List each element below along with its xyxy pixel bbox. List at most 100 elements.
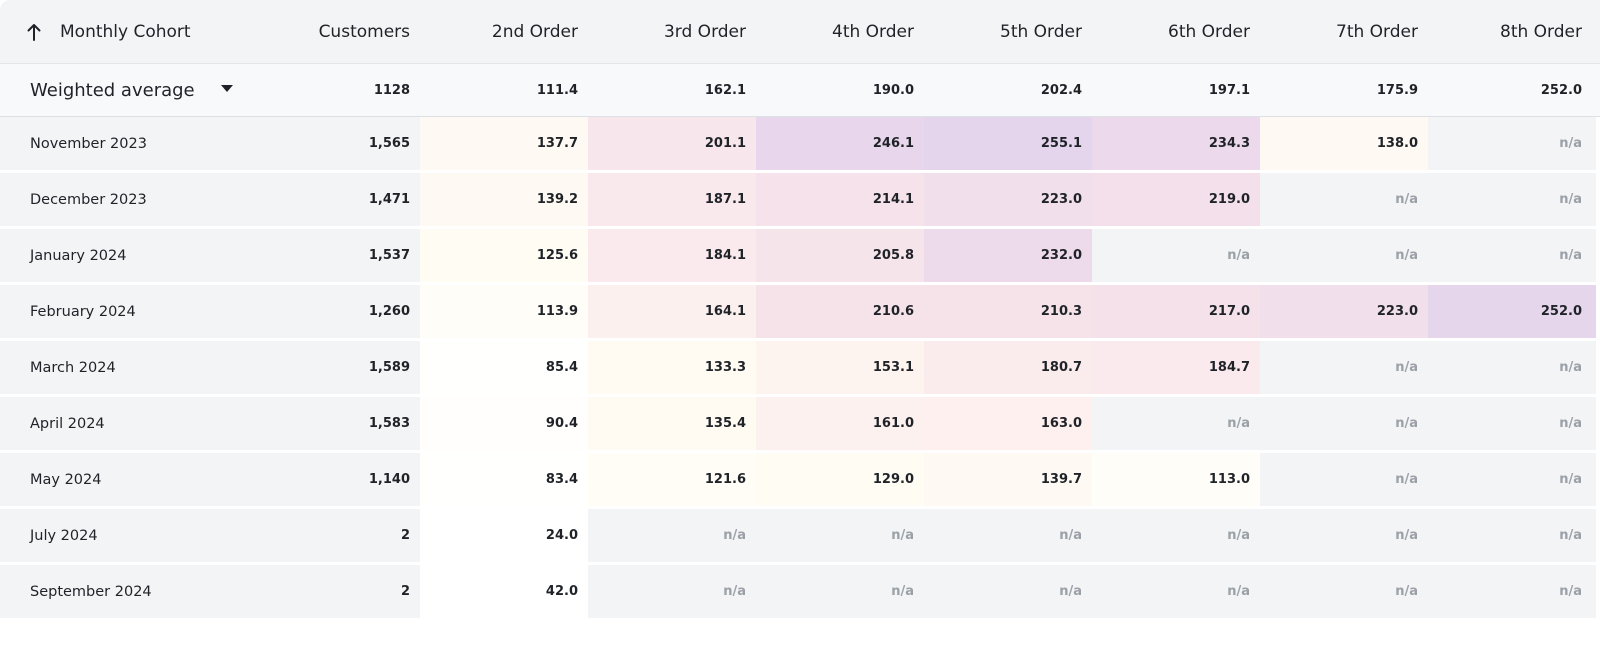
cohort-label: December 2023: [0, 173, 255, 226]
summary-value: 1128: [373, 82, 410, 98]
header-8th-order[interactable]: 8th Order: [1500, 21, 1582, 42]
summary-value: 162.1: [704, 82, 746, 98]
order-value-cell: n/a: [924, 509, 1092, 562]
header-monthly-cohort[interactable]: Monthly Cohort: [0, 0, 255, 63]
order-value-cell: 184.1: [588, 229, 756, 282]
summary-value: 252.0: [1540, 82, 1582, 98]
customers-count: 1,140: [255, 453, 420, 506]
order-value-cell: n/a: [1428, 117, 1596, 170]
customers-count: 2: [255, 509, 420, 562]
summary-value: 197.1: [1208, 82, 1250, 98]
order-value-cell: 90.4: [420, 397, 588, 450]
order-value-cell: 180.7: [924, 341, 1092, 394]
order-value-cell: 255.1: [924, 117, 1092, 170]
cohort-label: July 2024: [0, 509, 255, 562]
summary-value: 202.4: [1040, 82, 1082, 98]
summary-label: Weighted average: [30, 79, 195, 101]
order-value-cell: n/a: [588, 565, 756, 618]
header-customers[interactable]: Customers: [318, 21, 410, 42]
cohort-table: Monthly Cohort Customers 2nd Order 3rd O…: [0, 0, 1600, 621]
order-value-cell: 121.6: [588, 453, 756, 506]
cohort-label: May 2024: [0, 453, 255, 506]
cohort-label: February 2024: [0, 285, 255, 338]
order-value-cell: 214.1: [756, 173, 924, 226]
order-value-cell: n/a: [1260, 453, 1428, 506]
order-value-cell: 217.0: [1092, 285, 1260, 338]
order-value-cell: n/a: [756, 509, 924, 562]
order-value-cell: 219.0: [1092, 173, 1260, 226]
cohort-label: January 2024: [0, 229, 255, 282]
customers-count: 1,589: [255, 341, 420, 394]
summary-value: 190.0: [872, 82, 914, 98]
header-4th-order[interactable]: 4th Order: [832, 21, 914, 42]
order-value-cell: n/a: [1092, 397, 1260, 450]
arrow-up-icon[interactable]: [26, 22, 42, 42]
order-value-cell: n/a: [1260, 509, 1428, 562]
order-value-cell: 113.0: [1092, 453, 1260, 506]
header-6th-order[interactable]: 6th Order: [1168, 21, 1250, 42]
cohort-label: September 2024: [0, 565, 255, 618]
customers-count: 2: [255, 565, 420, 618]
order-value-cell: 164.1: [588, 285, 756, 338]
table-body: November 2023 1,565 137.7 201.1 246.1 255.1 23…: [0, 117, 1600, 621]
header-7th-order[interactable]: 7th Order: [1336, 21, 1418, 42]
summary-value: 111.4: [536, 82, 578, 98]
customers-count: 1,471: [255, 173, 420, 226]
header-row: Monthly Cohort Customers 2nd Order 3rd O…: [0, 0, 1600, 64]
order-value-cell: n/a: [1428, 509, 1596, 562]
table-row: April 2024 1,583 90.4 135.4 161.0 163.0 n/a n/a…: [0, 397, 1600, 453]
table-row: November 2023 1,565 137.7 201.1 246.1 255.1 23…: [0, 117, 1600, 173]
customers-count: 1,583: [255, 397, 420, 450]
order-value-cell: 138.0: [1260, 117, 1428, 170]
order-value-cell: n/a: [1092, 509, 1260, 562]
order-value-cell: 133.3: [588, 341, 756, 394]
order-value-cell: n/a: [1260, 565, 1428, 618]
order-value-cell: n/a: [924, 565, 1092, 618]
customers-count: 1,537: [255, 229, 420, 282]
order-value-cell: n/a: [1428, 397, 1596, 450]
table-row: September 2024 2 42.0 n/a n/a n/a n/a n/a n/a: [0, 565, 1600, 621]
order-value-cell: 210.3: [924, 285, 1092, 338]
header-label: Monthly Cohort: [60, 21, 191, 42]
order-value-cell: 163.0: [924, 397, 1092, 450]
order-value-cell: 24.0: [420, 509, 588, 562]
order-value-cell: n/a: [1428, 341, 1596, 394]
order-value-cell: 42.0: [420, 565, 588, 618]
summary-row: Weighted average 1128 111.4 162.1 190.0 …: [0, 64, 1600, 117]
order-value-cell: n/a: [588, 509, 756, 562]
order-value-cell: 83.4: [420, 453, 588, 506]
customers-count: 1,260: [255, 285, 420, 338]
cohort-label: March 2024: [0, 341, 255, 394]
order-value-cell: 139.7: [924, 453, 1092, 506]
summary-value: 175.9: [1376, 82, 1418, 98]
order-value-cell: n/a: [1428, 453, 1596, 506]
order-value-cell: 161.0: [756, 397, 924, 450]
cohort-label: November 2023: [0, 117, 255, 170]
table-row: December 2023 1,471 139.2 187.1 214.1 223.0 21…: [0, 173, 1600, 229]
order-value-cell: 187.1: [588, 173, 756, 226]
order-value-cell: 210.6: [756, 285, 924, 338]
order-value-cell: n/a: [1260, 397, 1428, 450]
order-value-cell: 129.0: [756, 453, 924, 506]
order-value-cell: n/a: [1428, 565, 1596, 618]
order-value-cell: n/a: [1428, 173, 1596, 226]
order-value-cell: n/a: [1092, 565, 1260, 618]
order-value-cell: n/a: [1260, 341, 1428, 394]
order-value-cell: 223.0: [1260, 285, 1428, 338]
order-value-cell: 137.7: [420, 117, 588, 170]
table-row: July 2024 2 24.0 n/a n/a n/a n/a n/a n/a: [0, 509, 1600, 565]
table-row: January 2024 1,537 125.6 184.1 205.8 232.0 n/a…: [0, 229, 1600, 285]
table-row: February 2024 1,260 113.9 164.1 210.6 210.3 21…: [0, 285, 1600, 341]
order-value-cell: 246.1: [756, 117, 924, 170]
order-value-cell: n/a: [1260, 229, 1428, 282]
order-value-cell: 232.0: [924, 229, 1092, 282]
order-value-cell: 113.9: [420, 285, 588, 338]
header-5th-order[interactable]: 5th Order: [1000, 21, 1082, 42]
caret-down-icon[interactable]: [221, 84, 233, 92]
order-value-cell: 223.0: [924, 173, 1092, 226]
order-value-cell: n/a: [1428, 229, 1596, 282]
summary-select[interactable]: Weighted average: [0, 64, 255, 116]
order-value-cell: 139.2: [420, 173, 588, 226]
header-2nd-order[interactable]: 2nd Order: [491, 21, 578, 42]
header-3rd-order[interactable]: 3rd Order: [663, 21, 746, 42]
